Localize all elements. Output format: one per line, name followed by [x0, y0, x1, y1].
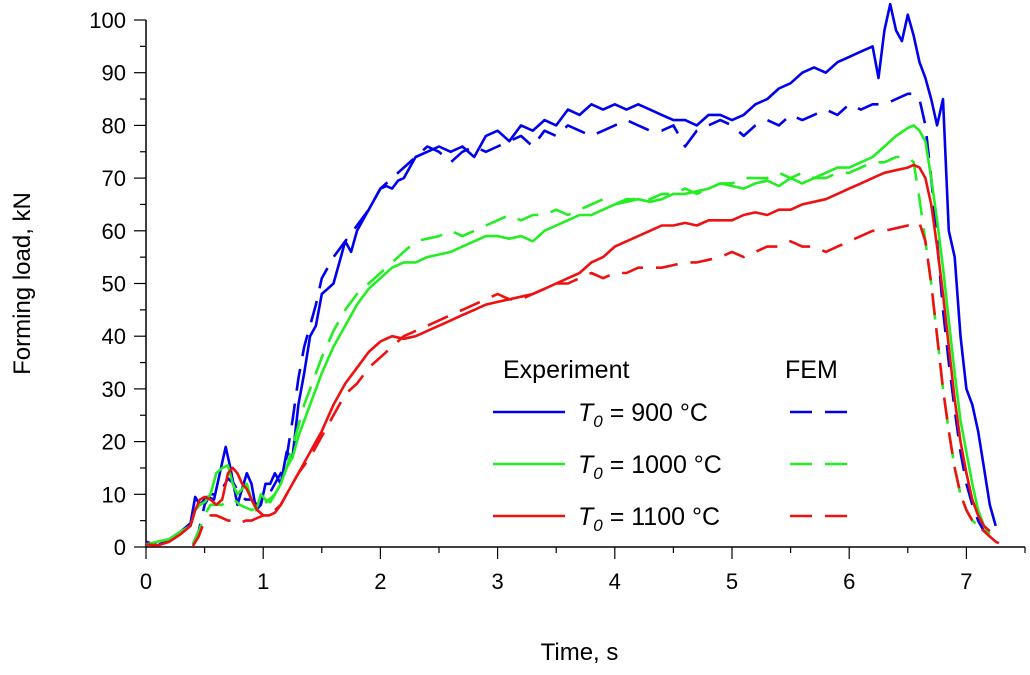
x-tick-label: 0	[140, 569, 152, 594]
series-line-3	[191, 155, 991, 545]
series-line-2	[145, 124, 991, 546]
x-tick-label: 5	[726, 569, 738, 594]
x-axis-title: Time, s	[541, 639, 619, 666]
y-tick-label: 100	[89, 8, 126, 33]
y-tick-label: 30	[102, 377, 126, 402]
y-tick-label: 80	[102, 113, 126, 138]
y-axis-title: Forming load, kN	[9, 192, 36, 375]
legend: Experiment FEM T0 = 900 °C T0 = 1000 °C T0 =…	[493, 356, 858, 535]
y-tick-label: 0	[114, 535, 126, 560]
series-line-1	[191, 92, 997, 545]
legend-experiment-header: Experiment	[503, 356, 629, 384]
y-tick-label: 10	[102, 482, 126, 507]
series-line-4	[145, 163, 991, 547]
legend-entry-label: T0 = 1100 °C	[578, 503, 720, 535]
x-tick-label: 2	[374, 569, 386, 594]
y-tick-label: 50	[102, 272, 126, 297]
legend-fem-header: FEM	[785, 356, 838, 384]
y-tick-label: 20	[102, 430, 126, 455]
legend-entry-label: T0 = 1000 °C	[578, 451, 722, 483]
legend-entry-label: T0 = 900 °C	[578, 399, 708, 431]
x-tick-label: 3	[491, 569, 503, 594]
x-tick-label: 7	[960, 569, 972, 594]
series-line-0	[145, 2, 997, 547]
x-tick-label: 4	[609, 569, 621, 594]
y-tick-label: 70	[102, 166, 126, 191]
plot-lines	[145, 2, 1008, 549]
y-tick-label: 90	[102, 61, 126, 86]
series-line-5	[191, 221, 1008, 549]
y-tick-label: 40	[102, 324, 126, 349]
y-tick-label: 60	[102, 219, 126, 244]
x-tick-label: 1	[257, 569, 269, 594]
x-tick-label: 6	[843, 569, 855, 594]
